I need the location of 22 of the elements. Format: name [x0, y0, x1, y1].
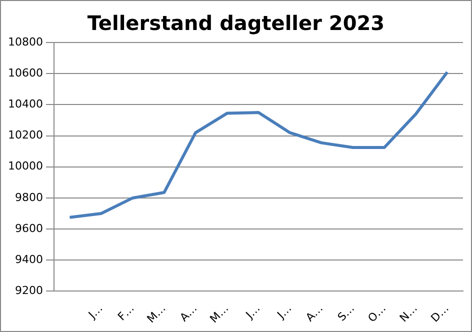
chart-title: Tellerstand dagteller 2023	[86, 11, 386, 35]
y-tick-label: 9200	[14, 284, 43, 298]
x-tick-label: M…	[144, 302, 168, 326]
x-tick-label: M…	[207, 302, 232, 326]
x-tick-label: A…	[303, 302, 326, 324]
y-tick-label: 9400	[14, 252, 43, 266]
x-tick-label: J…	[274, 302, 294, 322]
y-tick-label: 9600	[14, 222, 43, 235]
x-tick-label: J…	[85, 302, 106, 322]
y-tick-label: 10400	[8, 98, 43, 111]
x-tick-label: S…	[335, 302, 358, 324]
x-tick-label: O…	[365, 302, 388, 325]
x-tick-label: D…	[428, 302, 452, 325]
x-tick-label: A…	[177, 302, 200, 324]
y-tick-label: 10600	[8, 66, 43, 80]
x-tick-label: F…	[115, 302, 137, 324]
x-tick-label: N…	[397, 302, 420, 325]
y-tick-label: 10800	[8, 35, 43, 48]
y-tick-label: 10000	[8, 160, 43, 173]
y-tick-label: 9800	[14, 190, 43, 204]
y-tick-label: 10200	[8, 128, 43, 142]
x-tick-label: J…	[242, 302, 263, 322]
